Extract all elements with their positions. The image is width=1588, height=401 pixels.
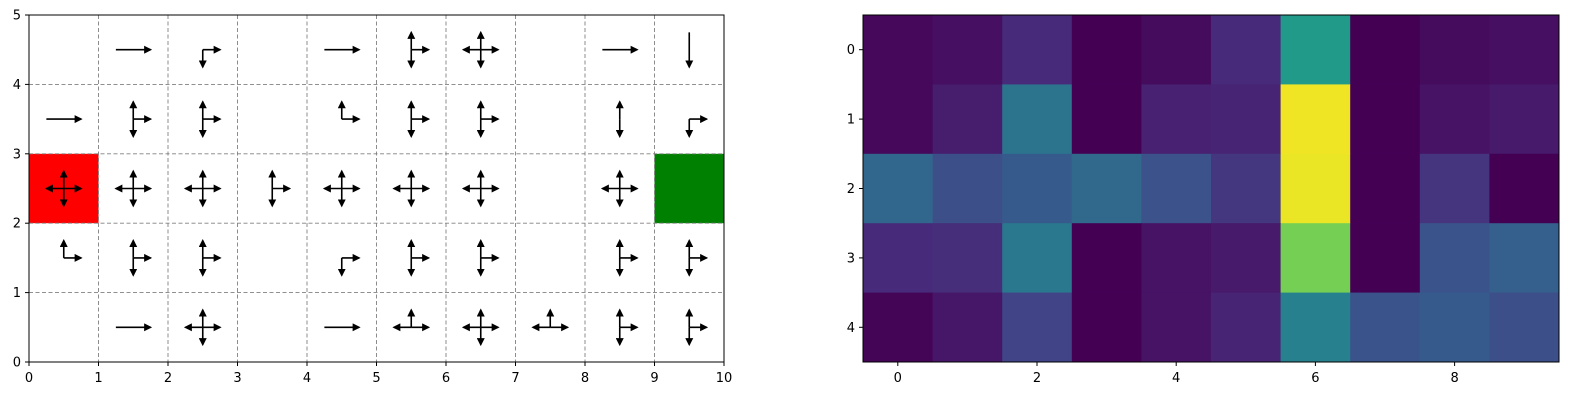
highlighted-cells — [29, 153, 724, 224]
heatmap-cell — [1350, 223, 1421, 294]
heatmap-cell — [1141, 15, 1212, 85]
x-axis-ticks: 0 1 2 3 4 5 6 7 8 9 10 — [25, 362, 732, 386]
heatmap-cell — [1419, 292, 1490, 363]
x-tick-label: 3 — [233, 371, 241, 386]
y-tick-label: 5 — [13, 9, 21, 24]
heatmap-cell — [1141, 153, 1212, 224]
heatmap-x-tick-label: 8 — [1450, 371, 1458, 386]
heatmap-cell — [1211, 223, 1282, 294]
heatmap-y-axis-ticks: 0 1 2 3 4 — [847, 43, 863, 336]
heatmap-cell — [932, 153, 1003, 224]
heatmap-y-tick-label: 3 — [847, 251, 855, 266]
heatmap-cell — [1071, 15, 1142, 85]
heatmap-cell — [1211, 292, 1282, 363]
heatmap-cell — [1002, 223, 1073, 294]
heatmap-cell — [863, 84, 934, 155]
x-tick-label: 1 — [94, 371, 102, 386]
heatmap-cell — [1489, 223, 1560, 294]
x-tick-label: 4 — [303, 371, 311, 386]
heatmap-plot: 0 2 4 6 8 0 1 2 3 4 — [847, 14, 1560, 386]
x-tick-label: 10 — [716, 371, 733, 386]
heatmap-cells — [863, 15, 1560, 363]
heatmap-cell — [932, 15, 1003, 85]
heatmap-cell — [1489, 153, 1560, 224]
heatmap-cell — [1071, 84, 1142, 155]
heatmap-cell — [1002, 292, 1073, 363]
heatmap-cell — [863, 15, 934, 85]
heatmap-cell — [932, 223, 1003, 294]
heatmap-cell — [863, 153, 934, 224]
heatmap-cell — [1350, 15, 1421, 85]
y-tick-label: 1 — [13, 286, 21, 301]
heatmap-x-axis-ticks: 0 2 4 6 8 — [894, 362, 1459, 386]
x-tick-label: 9 — [650, 371, 658, 386]
y-axis-ticks: 0 1 2 3 4 5 — [13, 9, 29, 371]
x-tick-label: 0 — [25, 371, 33, 386]
heatmap-cell — [1211, 153, 1282, 224]
heatmap-cell — [1419, 153, 1490, 224]
heatmap-cell — [1489, 292, 1560, 363]
heatmap-cell — [1071, 292, 1142, 363]
heatmap-cell — [1002, 84, 1073, 155]
highlighted-cell — [654, 153, 724, 224]
heatmap-x-tick-label: 4 — [1172, 371, 1180, 386]
heatmap-y-tick-label: 4 — [847, 321, 855, 336]
heatmap-cell — [1071, 223, 1142, 294]
heatmap-x-tick-label: 6 — [1311, 371, 1319, 386]
heatmap-cell — [1419, 223, 1490, 294]
heatmap-cell — [1419, 84, 1490, 155]
heatmap-cell — [863, 223, 934, 294]
x-tick-label: 7 — [511, 371, 519, 386]
heatmap-cell — [1141, 292, 1212, 363]
heatmap-cell — [1211, 15, 1282, 85]
heatmap-x-tick-label: 2 — [1033, 371, 1041, 386]
heatmap-cell — [1002, 15, 1073, 85]
heatmap-x-tick-label: 0 — [894, 371, 902, 386]
heatmap-cell — [863, 292, 934, 363]
heatmap-cell — [1280, 84, 1351, 155]
heatmap-cell — [1419, 15, 1490, 85]
heatmap-cell — [1211, 84, 1282, 155]
x-tick-label: 8 — [581, 371, 589, 386]
x-tick-label: 5 — [372, 371, 380, 386]
heatmap-y-tick-label: 1 — [847, 113, 855, 128]
heatmap-y-tick-label: 2 — [847, 182, 855, 197]
heatmap-cell — [1350, 153, 1421, 224]
heatmap-cell — [1280, 15, 1351, 85]
heatmap-cell — [1280, 223, 1351, 294]
grid-lines — [29, 15, 724, 362]
heatmap-cell — [1280, 153, 1351, 224]
heatmap-cell — [1350, 84, 1421, 155]
heatmap-cell — [1350, 292, 1421, 363]
heatmap-cell — [1489, 15, 1560, 85]
heatmap-cell — [1002, 153, 1073, 224]
heatmap-cell — [932, 292, 1003, 363]
heatmap-cell — [1071, 153, 1142, 224]
y-tick-label: 0 — [13, 356, 21, 371]
heatmap-y-tick-label: 0 — [847, 43, 855, 58]
y-tick-label: 2 — [13, 217, 21, 232]
y-tick-label: 3 — [13, 147, 21, 162]
heatmap-cell — [1141, 84, 1212, 155]
x-tick-label: 2 — [164, 371, 172, 386]
heatmap-cell — [1280, 292, 1351, 363]
heatmap-cell — [1141, 223, 1212, 294]
x-tick-label: 6 — [442, 371, 450, 386]
policy-grid-plot: 0 1 2 3 4 5 6 7 8 9 10 0 1 2 3 4 5 — [13, 9, 733, 387]
y-tick-label: 4 — [13, 78, 21, 93]
heatmap-cell — [932, 84, 1003, 155]
heatmap-cell — [1489, 84, 1560, 155]
policy-arrows — [44, 30, 709, 347]
